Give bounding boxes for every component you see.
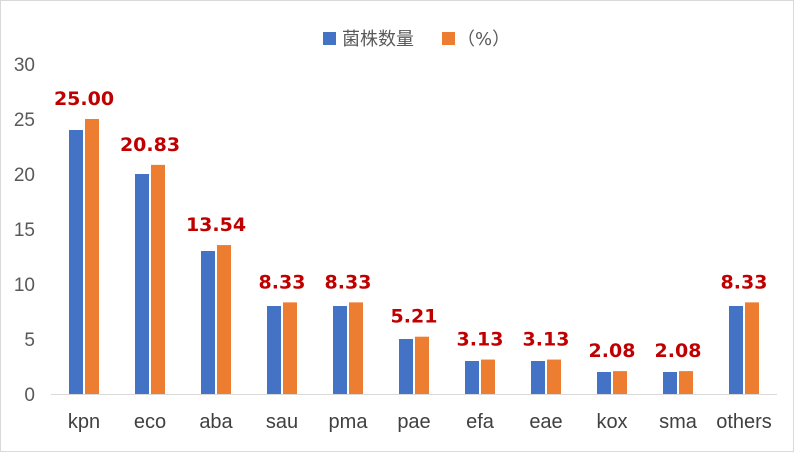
legend-swatch-series-1 xyxy=(323,32,336,45)
bars xyxy=(69,119,759,394)
y-tick-label: 30 xyxy=(14,55,35,76)
bar-eae-series-1 xyxy=(531,361,545,394)
bar-pae-series-2 xyxy=(415,336,429,394)
bar-aba-series-1 xyxy=(201,251,215,394)
bar-kox-series-2 xyxy=(613,371,627,394)
x-category-label: aba xyxy=(199,411,233,433)
data-label: 8.33 xyxy=(325,271,372,293)
y-tick-label: 0 xyxy=(24,385,35,406)
bar-aba-series-2 xyxy=(217,245,231,394)
bar-kox-series-1 xyxy=(597,372,611,394)
data-label: 2.08 xyxy=(655,340,702,362)
bar-sma-series-2 xyxy=(679,371,693,394)
x-category-label: others xyxy=(716,411,772,433)
data-labels: 25.00 20.83 13.54 8.33 8.33 5.21 3.13 3.13 2.08 2… xyxy=(54,88,768,362)
x-category-label: pae xyxy=(397,411,430,433)
bar-kpn-series-1 xyxy=(69,130,83,394)
bar-kpn-series-2 xyxy=(85,119,99,394)
bar-eco-series-2 xyxy=(151,164,165,394)
data-label: 2.08 xyxy=(589,340,636,362)
data-label: 25.00 xyxy=(54,88,114,110)
y-tick-label: 25 xyxy=(14,110,35,131)
bar-others-series-2 xyxy=(745,302,759,394)
x-category-label: eae xyxy=(529,411,562,433)
x-category-label: efa xyxy=(466,411,495,433)
x-category-label: sma xyxy=(659,411,698,433)
bar-sma-series-1 xyxy=(663,372,677,394)
bar-eae-series-2 xyxy=(547,359,561,394)
y-tick-label: 20 xyxy=(14,165,35,186)
data-label: 5.21 xyxy=(391,306,438,328)
x-category-label: sau xyxy=(266,411,298,433)
x-category-label: eco xyxy=(134,411,166,433)
y-tick-label: 5 xyxy=(24,330,35,351)
bar-eco-series-1 xyxy=(135,174,149,394)
x-category-label: kox xyxy=(596,411,627,433)
x-axis: kpn eco aba sau pma pae efa eae kox sma others xyxy=(51,394,777,433)
data-label: 3.13 xyxy=(457,329,504,351)
legend-label-series-1: 菌株数量 xyxy=(342,29,414,50)
y-axis: 0 5 10 15 20 25 30 xyxy=(14,55,35,406)
data-label: 8.33 xyxy=(259,271,306,293)
data-label: 3.13 xyxy=(523,329,570,351)
bar-pae-series-1 xyxy=(399,339,413,394)
bar-pma-series-1 xyxy=(333,306,347,394)
bar-efa-series-1 xyxy=(465,361,479,394)
legend-label-series-2: （%） xyxy=(457,29,510,50)
legend: 菌株数量 （%） xyxy=(323,29,510,50)
bar-sau-series-1 xyxy=(267,306,281,394)
legend-swatch-series-2 xyxy=(442,32,455,45)
data-label: 13.54 xyxy=(186,214,246,236)
bar-sau-series-2 xyxy=(283,302,297,394)
y-tick-label: 10 xyxy=(14,275,35,296)
bar-efa-series-2 xyxy=(481,359,495,394)
data-label: 8.33 xyxy=(721,271,768,293)
data-label: 20.83 xyxy=(120,134,180,156)
x-category-label: pma xyxy=(329,411,369,433)
bar-others-series-1 xyxy=(729,306,743,394)
bar-pma-series-2 xyxy=(349,302,363,394)
y-tick-label: 15 xyxy=(14,220,35,241)
x-category-label: kpn xyxy=(68,411,100,433)
